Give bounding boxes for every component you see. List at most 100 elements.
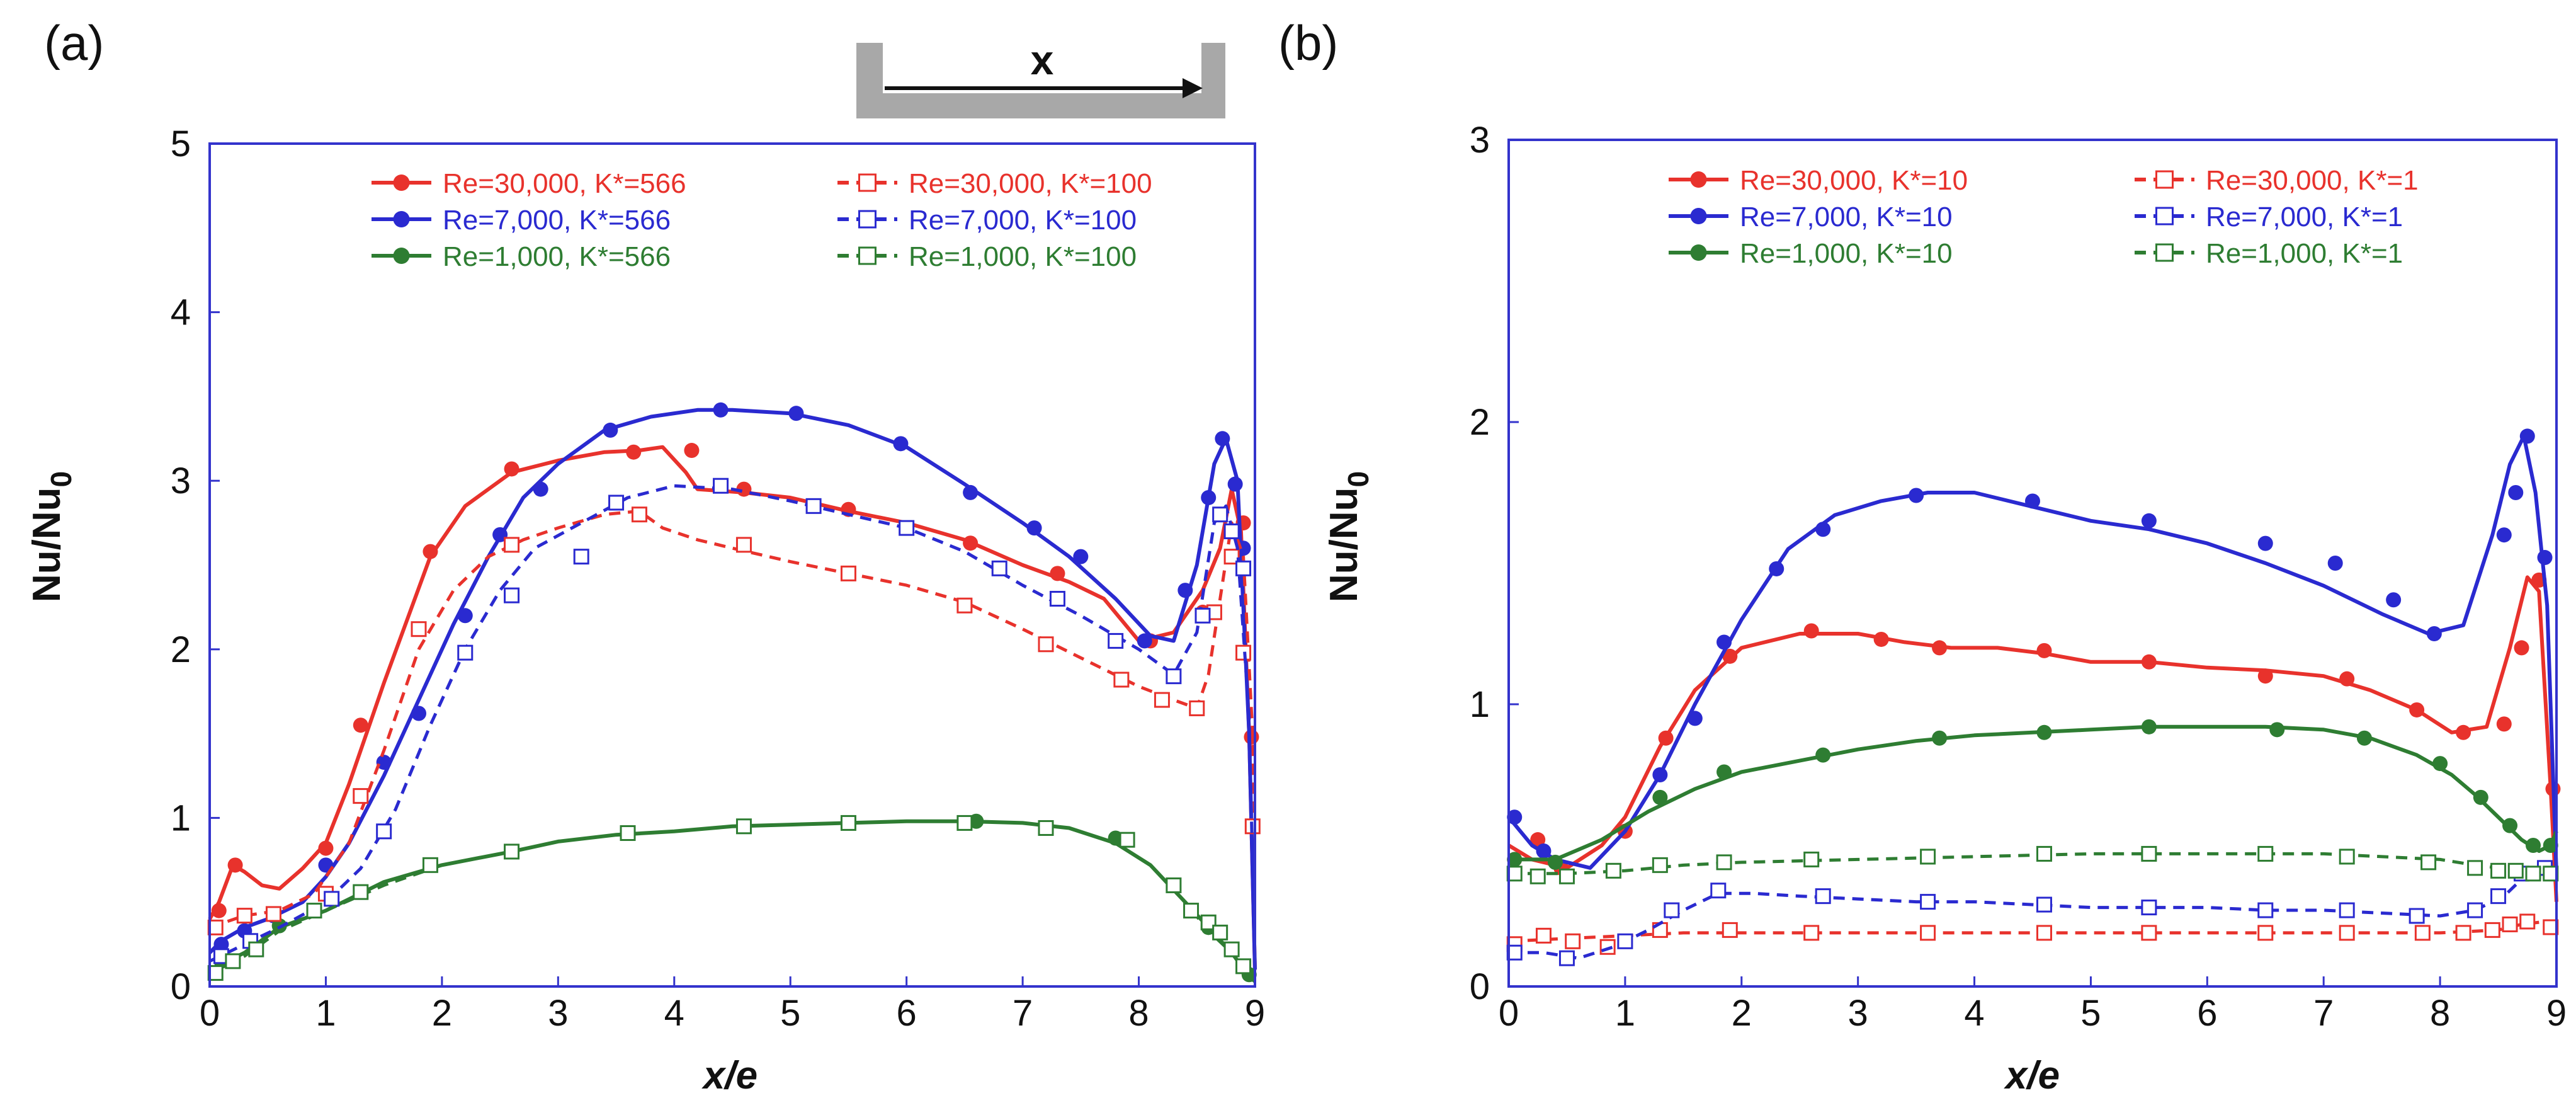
panel-a-data-point <box>248 941 264 957</box>
panel-a-data-point <box>1201 489 1217 505</box>
panel-a-data-point <box>504 587 520 603</box>
inset-x-arrow-head <box>1183 78 1203 98</box>
panel-b-data-point <box>1605 862 1621 879</box>
panel-b-data-point <box>2409 702 2425 717</box>
panel-b-xtick-label: 9 <box>2546 993 2567 1034</box>
panel-a-xtick-label: 8 <box>1128 993 1149 1034</box>
panel-b-data-point <box>1769 561 1784 576</box>
panel-b-ylabel-sub: 0 <box>1342 471 1375 488</box>
panel-b-data-point <box>2456 724 2471 740</box>
panel-a-data-point <box>1166 668 1182 685</box>
panel-a-data-point <box>788 406 804 421</box>
panel-b-ytick-label: 2 <box>1470 402 1490 443</box>
panel-a-data-point <box>353 788 369 804</box>
panel-b-data-point <box>2507 862 2524 879</box>
panel-b-data-point <box>2036 643 2052 658</box>
panel-b-legend-label: Re=30,000, K*=10 <box>1740 165 1968 196</box>
panel-a-data-point <box>353 884 369 900</box>
panel-a-series-line <box>208 445 1257 970</box>
panel-b-frame <box>1507 139 2558 988</box>
panel-a-ylabel-main: Nu/Nu <box>25 488 69 603</box>
panel-b-data-point <box>2141 719 2157 734</box>
panel-b-data-point <box>2426 626 2442 641</box>
panel-b-ytick-label: 0 <box>1470 966 1490 1007</box>
panel-b-data-point <box>2036 925 2052 941</box>
panel-a-ytick-label: 5 <box>171 123 191 164</box>
panel-b-data-point <box>1535 927 1552 944</box>
panel-a-data-point <box>840 565 856 581</box>
panel-b-data-point <box>2409 908 2425 924</box>
panel-a-data-point <box>411 621 427 637</box>
panel-b-data-point <box>2257 902 2274 918</box>
panel-a-data-point <box>1154 692 1170 708</box>
panel-b-data-point <box>1687 711 1703 726</box>
panel-a-data-point <box>1113 672 1130 688</box>
panel-a-data-point <box>1235 560 1252 576</box>
panel-a-data-point <box>504 537 520 553</box>
panel-b-data-point <box>1547 854 1563 870</box>
panel-b-data-point <box>2257 845 2274 862</box>
panel-a-ytick-label: 4 <box>171 292 191 333</box>
panel-b-data-point <box>2519 913 2536 930</box>
panel-a-data-point <box>306 903 322 919</box>
panel-b-data-point <box>1716 634 1732 650</box>
panel-a-data-point <box>631 506 647 523</box>
panel-a-legend-label: Re=1,000, K*=566 <box>443 241 671 272</box>
panel-b-xtick-label: 3 <box>1848 993 1868 1034</box>
panel-b-data-point <box>1920 925 1936 941</box>
panel-a-data-point <box>573 549 589 565</box>
panel-a-data-point <box>1177 583 1193 598</box>
panel-a-data-point <box>840 814 856 831</box>
panel-b-legend-marker <box>2155 207 2174 226</box>
panel-b-data-point <box>1710 883 1727 899</box>
panel-b-ytick-label: 1 <box>1470 684 1490 725</box>
panel-b-data-point <box>1722 922 1738 938</box>
panel-b: (b) Nu/Nu0 x/e 0 1 2 3 4 5 6 7 8 90123Re=30,000, … <box>1278 15 2567 1097</box>
panel-a-data-point <box>626 444 642 460</box>
panel-b-data-point <box>2543 838 2558 853</box>
panel-a-data-point <box>1189 700 1205 716</box>
panel-a-data-point <box>1026 520 1042 536</box>
panel-a-data-point <box>1215 431 1230 447</box>
panel-a-data-point <box>735 537 752 553</box>
panel-b-xtick-label: 8 <box>2430 993 2450 1034</box>
panel-b-legend-label: Re=1,000, K*=10 <box>1740 238 1953 269</box>
panel-b-data-point <box>2502 818 2518 833</box>
panel-b-data-point <box>2414 925 2431 941</box>
panel-b-data-point <box>2508 485 2524 500</box>
panel-a-ytick-label: 2 <box>171 629 191 670</box>
panel-a-data-point <box>735 818 752 835</box>
panel-b-data-point <box>2339 925 2355 941</box>
panel-a-xtick-label: 1 <box>315 993 336 1034</box>
panel-a-data-point <box>1212 924 1228 940</box>
panel-b-data-point <box>1722 648 1738 664</box>
panel-b-data-point <box>2025 493 2040 509</box>
panel-a-data-point <box>1038 636 1054 653</box>
panel-a-legend-marker <box>393 174 410 191</box>
panel-b-data-point <box>2141 900 2157 916</box>
panel-a-xtick-label: 0 <box>200 993 220 1034</box>
panel-a-data-point <box>963 535 979 551</box>
panel-b-data-point <box>2537 550 2553 566</box>
panel-b-series-line <box>1507 434 2558 874</box>
panel-b-legend-marker <box>1690 244 1707 261</box>
panel-b-legend-label: Re=30,000, K*=1 <box>2206 165 2419 196</box>
panel-a-data-point <box>1223 523 1240 539</box>
panel-b-data-point <box>2473 789 2488 805</box>
svg-text:Nu/Nu0: Nu/Nu0 <box>25 471 77 602</box>
panel-b-data-point <box>2514 640 2529 656</box>
panel-a-series-line <box>208 820 1256 983</box>
panel-b-data-point <box>1536 843 1552 859</box>
panel-b-xtick-label: 7 <box>2313 993 2334 1034</box>
panel-a-xtick-label: 7 <box>1013 993 1033 1034</box>
panel-b-legend-label: Re=7,000, K*=1 <box>2206 202 2403 232</box>
panel-a-data-point <box>457 608 473 624</box>
panel-b-data-point <box>2339 849 2355 865</box>
panel-b-xlabel: x/e <box>2004 1054 2060 1097</box>
panel-b-legend-marker <box>2155 170 2174 189</box>
panel-a-ylabel: Nu/Nu0 <box>25 471 77 602</box>
panel-a-data-point <box>504 461 519 477</box>
panel-b-data-point <box>1803 925 1820 941</box>
panel-b-data-point <box>2420 854 2437 871</box>
panel-a-data-point <box>533 481 548 497</box>
